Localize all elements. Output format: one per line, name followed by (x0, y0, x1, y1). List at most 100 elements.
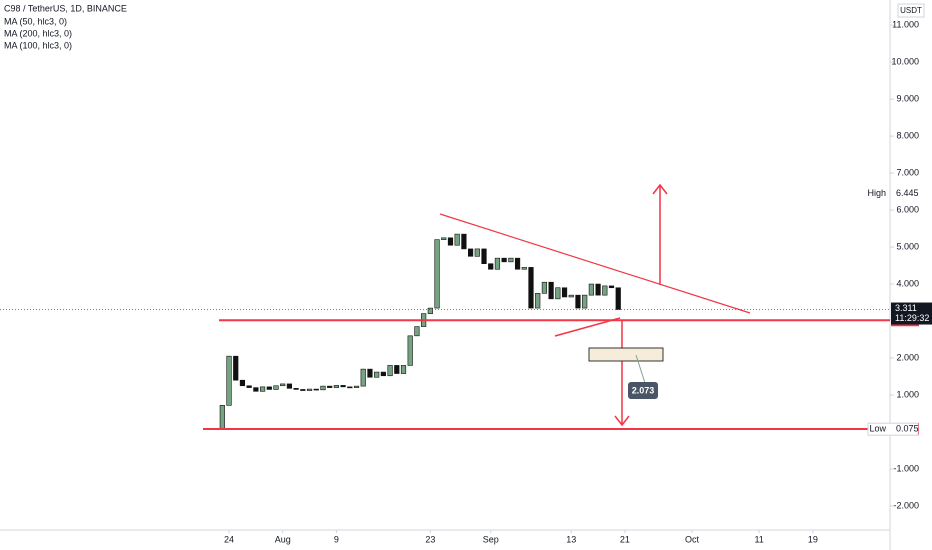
candle-body (494, 257, 501, 270)
indicator-legend: MA (200, hlc3, 0) (4, 28, 72, 38)
candle-body (340, 385, 346, 388)
y-tick-label: 9.000 (896, 93, 919, 103)
y-tick-label: 11.000 (892, 20, 919, 30)
low-box (867, 422, 919, 436)
candle-body (253, 387, 259, 392)
candle-body (568, 294, 574, 298)
candle-body (454, 233, 460, 246)
candle-body (582, 294, 588, 309)
candle-body (259, 386, 266, 392)
candle-body (441, 237, 447, 240)
candle-body (360, 368, 366, 387)
candle-body (474, 248, 480, 257)
candle-body (555, 287, 561, 300)
x-tick-label: 21 (620, 534, 630, 544)
arrow-down (614, 320, 630, 427)
low-label: Low (869, 424, 886, 434)
candle-body (407, 335, 413, 366)
candle-body (521, 267, 527, 270)
candle-body (233, 355, 239, 381)
candle-body (353, 385, 360, 388)
candle-body (481, 248, 487, 265)
candle-body (374, 371, 380, 378)
y-tick-label: 1.000 (896, 389, 919, 399)
y-tick-label: 8.000 (896, 130, 919, 140)
candle-body (273, 385, 279, 390)
high-value: 6.445 (896, 188, 919, 198)
candle-body (246, 385, 252, 388)
candle-body (394, 365, 400, 374)
last-price-label: 3.311 (895, 303, 917, 313)
candle-body (575, 294, 581, 309)
currency: USDT (900, 6, 922, 15)
candle-body (300, 389, 306, 391)
candle-body (535, 292, 541, 309)
indicator-legend: MA (50, hlc3, 0) (4, 16, 67, 26)
arrow-up (652, 183, 668, 285)
candle-body (608, 285, 615, 289)
x-tick-label: 11 (754, 534, 763, 544)
candle-body (427, 307, 433, 314)
candle-body (239, 379, 246, 387)
callout-label: 2.073 (632, 385, 655, 395)
x-tick-label: 19 (808, 534, 818, 544)
candle-body (280, 383, 286, 387)
x-tick-label: Sep (483, 534, 499, 544)
candle-body (320, 385, 326, 391)
candle-body (541, 281, 548, 294)
candle-body (306, 388, 313, 391)
candle-body (347, 386, 353, 389)
candle-body (286, 383, 293, 389)
candle-body (615, 287, 621, 310)
high-label: High (867, 188, 886, 198)
x-tick-label: 13 (566, 534, 576, 544)
candle-body (602, 285, 608, 296)
candle-body (528, 267, 534, 309)
candle-body (588, 283, 594, 296)
candle-body (461, 233, 467, 250)
chart-title: C98 / TetherUS, 1D, BINANCE (4, 3, 127, 13)
x-tick-label: 9 (334, 534, 339, 544)
box (588, 347, 664, 362)
y-tick-label: 5.000 (896, 241, 919, 251)
y-tick-label: 2.000 (896, 352, 919, 362)
candle-body (313, 388, 319, 391)
candle-body (514, 257, 521, 270)
candle-body (219, 405, 225, 429)
candle-body (508, 257, 514, 263)
trend-line (439, 213, 751, 314)
last-price-box (891, 302, 932, 325)
callout-box (628, 382, 658, 399)
candle-body (561, 287, 568, 298)
candle-body (414, 326, 420, 337)
candle-body (400, 365, 407, 374)
candle-body (266, 386, 272, 390)
indicator-legend: MA (100, hlc3, 0) (4, 40, 72, 50)
candle-body (548, 281, 554, 300)
candle-body (434, 239, 440, 309)
candle-body (488, 263, 494, 270)
x-tick-label: Oct (685, 534, 700, 544)
y-tick-label: -2.000 (893, 500, 919, 510)
candle-body (333, 385, 339, 388)
currency-box (897, 3, 925, 18)
candle-body (595, 283, 601, 296)
candle-body (367, 368, 373, 378)
x-tick-label: Aug (275, 534, 291, 544)
candle-body (380, 371, 386, 377)
y-tick-label: 7.000 (896, 167, 919, 177)
candle-body (293, 388, 299, 390)
y-tick-label: 4.000 (896, 278, 919, 288)
x-tick-label: 24 (224, 534, 234, 544)
low-value: 0.075 (896, 424, 919, 434)
countdown: 11:29:32 (895, 313, 929, 323)
candle-body (501, 257, 507, 263)
candle-body (468, 248, 474, 257)
candle-body (447, 237, 454, 246)
y-tick-label: 6.000 (896, 204, 919, 214)
y-tick-label: 10.000 (891, 57, 919, 67)
candle-body (226, 355, 232, 406)
x-tick-label: 23 (425, 534, 435, 544)
